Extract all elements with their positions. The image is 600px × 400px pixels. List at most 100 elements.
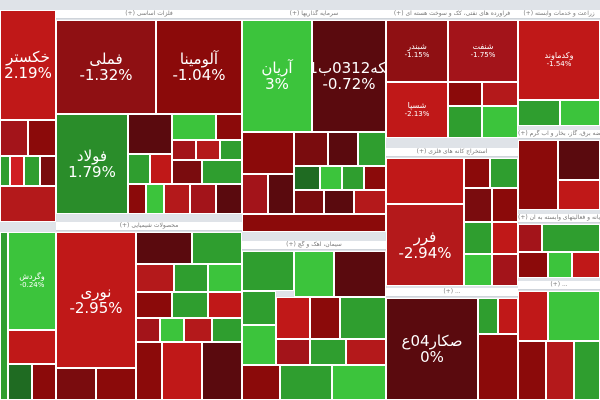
tile-small[interactable] <box>242 291 276 325</box>
tile-small[interactable] <box>216 184 242 214</box>
tile-small[interactable] <box>96 368 136 400</box>
tile-small[interactable] <box>490 158 518 188</box>
tile-small[interactable] <box>294 132 328 166</box>
tile-small[interactable] <box>518 291 548 341</box>
tile-small[interactable] <box>216 114 242 140</box>
tile-shebandar[interactable]: شبندر -1.15% <box>386 20 448 82</box>
tile-small[interactable] <box>160 318 184 342</box>
tile-small[interactable] <box>184 318 212 342</box>
tile-small[interactable] <box>464 188 492 222</box>
tile-small[interactable] <box>332 365 386 400</box>
tile-small[interactable] <box>56 368 96 400</box>
tile-small[interactable] <box>196 140 220 160</box>
tile-farur[interactable]: فرر -2.94% <box>386 204 464 286</box>
tile-small[interactable] <box>136 318 160 342</box>
tile-small[interactable] <box>10 156 24 186</box>
sector-header-metals[interactable]: (+) فلزات اساسی <box>56 10 242 19</box>
tile-small[interactable] <box>328 132 358 166</box>
tile-small[interactable] <box>464 222 492 254</box>
tile-small[interactable] <box>208 292 242 318</box>
tile-small[interactable] <box>32 364 56 400</box>
tile-small[interactable] <box>358 132 386 166</box>
tile-small[interactable] <box>342 166 364 190</box>
tile-small[interactable] <box>242 132 294 174</box>
tile-small[interactable] <box>212 318 242 342</box>
tile-small[interactable] <box>464 254 492 286</box>
sector-header-agriculture[interactable]: (+) زراعت و خدمات وابسته <box>518 10 600 19</box>
tile-small[interactable] <box>518 140 558 210</box>
tile-small[interactable] <box>294 251 334 297</box>
tile-small[interactable] <box>174 264 208 292</box>
tile-small[interactable] <box>150 154 172 184</box>
tile-small[interactable] <box>482 106 518 138</box>
sector-header-investments[interactable]: (+) سرمایه گذاریها <box>242 10 386 19</box>
tile-small[interactable] <box>324 190 354 214</box>
tile-green-left[interactable] <box>0 232 8 400</box>
tile-small[interactable] <box>518 252 548 278</box>
tile-small[interactable] <box>242 251 294 291</box>
tile-noori[interactable]: نوری -2.95% <box>56 232 136 368</box>
tile-small[interactable] <box>492 188 518 222</box>
sector-header-misc[interactable]: (+) ... <box>518 281 600 290</box>
tile-small[interactable] <box>276 297 310 339</box>
tile-small[interactable] <box>136 232 192 264</box>
tile-shenaft[interactable]: شنفت -1.75% <box>448 20 518 82</box>
tile-foulad[interactable]: فولاد 1.79% <box>56 114 128 214</box>
tile-small[interactable] <box>162 342 202 400</box>
tile-small[interactable] <box>346 339 386 365</box>
tile-small[interactable] <box>172 160 202 184</box>
tile-small[interactable] <box>268 174 294 214</box>
tile-small[interactable] <box>492 222 518 254</box>
tile-small[interactable] <box>518 341 546 400</box>
tile-small[interactable] <box>0 120 28 156</box>
tile-small[interactable] <box>242 174 268 214</box>
tile-small[interactable] <box>546 341 574 400</box>
tile-shesapa[interactable]: شسپا -2.13% <box>386 82 448 138</box>
tile-small[interactable] <box>548 291 600 341</box>
sector-header-cement[interactable]: (+) سیمان، آهک و گچ <box>242 241 386 250</box>
tile-small[interactable] <box>310 339 346 365</box>
tile-small[interactable] <box>354 190 386 214</box>
tile-small[interactable] <box>558 140 600 180</box>
tile-small[interactable] <box>482 82 518 106</box>
tile-small[interactable] <box>386 158 464 204</box>
sector-header-oil[interactable]: (+) فرآورده های نفتی، کک و سوخت هسته ای <box>386 10 518 19</box>
tile-small[interactable] <box>574 341 600 400</box>
tile-small[interactable] <box>164 184 190 214</box>
sector-header-utilities[interactable]: (+) عرضه برق، گاز، بخار و آب گرم <box>518 130 600 139</box>
tile-sekeh[interactable]: سکه0312ب01 -0.72% <box>312 20 386 132</box>
tile-khekastar[interactable]: خکستر 2.19% <box>0 10 56 120</box>
sector-header-mining[interactable]: (+) استخراج کانه های فلزی <box>386 148 518 157</box>
tile-small[interactable] <box>208 264 242 292</box>
tile-small[interactable] <box>364 166 386 190</box>
tile-small[interactable] <box>464 158 490 188</box>
tile-aluminia[interactable]: آلومینا -1.04% <box>156 20 242 114</box>
tile-small[interactable] <box>280 365 332 400</box>
tile-kodamavand[interactable]: وکدماوند -1.54% <box>518 20 600 100</box>
tile-small[interactable] <box>172 140 196 160</box>
tile-small[interactable] <box>220 140 242 160</box>
tile-small[interactable] <box>548 252 572 278</box>
tile-small[interactable] <box>24 156 40 186</box>
tile-arian[interactable]: آریان 3% <box>242 20 312 132</box>
tile-small[interactable] <box>276 339 310 365</box>
tile-small[interactable] <box>0 186 56 222</box>
tile-small[interactable] <box>294 190 324 214</box>
tile-sekar[interactable]: صکار04ع 0% <box>386 298 478 400</box>
sector-header-other[interactable]: (+) ... <box>386 288 518 297</box>
tile-small[interactable] <box>572 252 600 278</box>
tile-small[interactable] <box>202 160 242 184</box>
tile-vagardesh[interactable]: وگردش -0.24% <box>8 232 56 330</box>
tile-small[interactable] <box>136 292 172 318</box>
tile-small[interactable] <box>128 114 172 154</box>
tile-small[interactable] <box>40 156 56 186</box>
tile-small[interactable] <box>518 224 542 252</box>
tile-small[interactable] <box>8 364 32 400</box>
tile-small[interactable] <box>202 342 242 400</box>
sector-header-chemicals[interactable]: (+) محصولات شیمیایی <box>56 222 242 231</box>
tile-small[interactable] <box>146 184 164 214</box>
tile-small[interactable] <box>242 365 280 400</box>
tile-small[interactable] <box>310 297 340 339</box>
tile-small[interactable] <box>242 214 386 232</box>
tile-small[interactable] <box>478 334 518 400</box>
